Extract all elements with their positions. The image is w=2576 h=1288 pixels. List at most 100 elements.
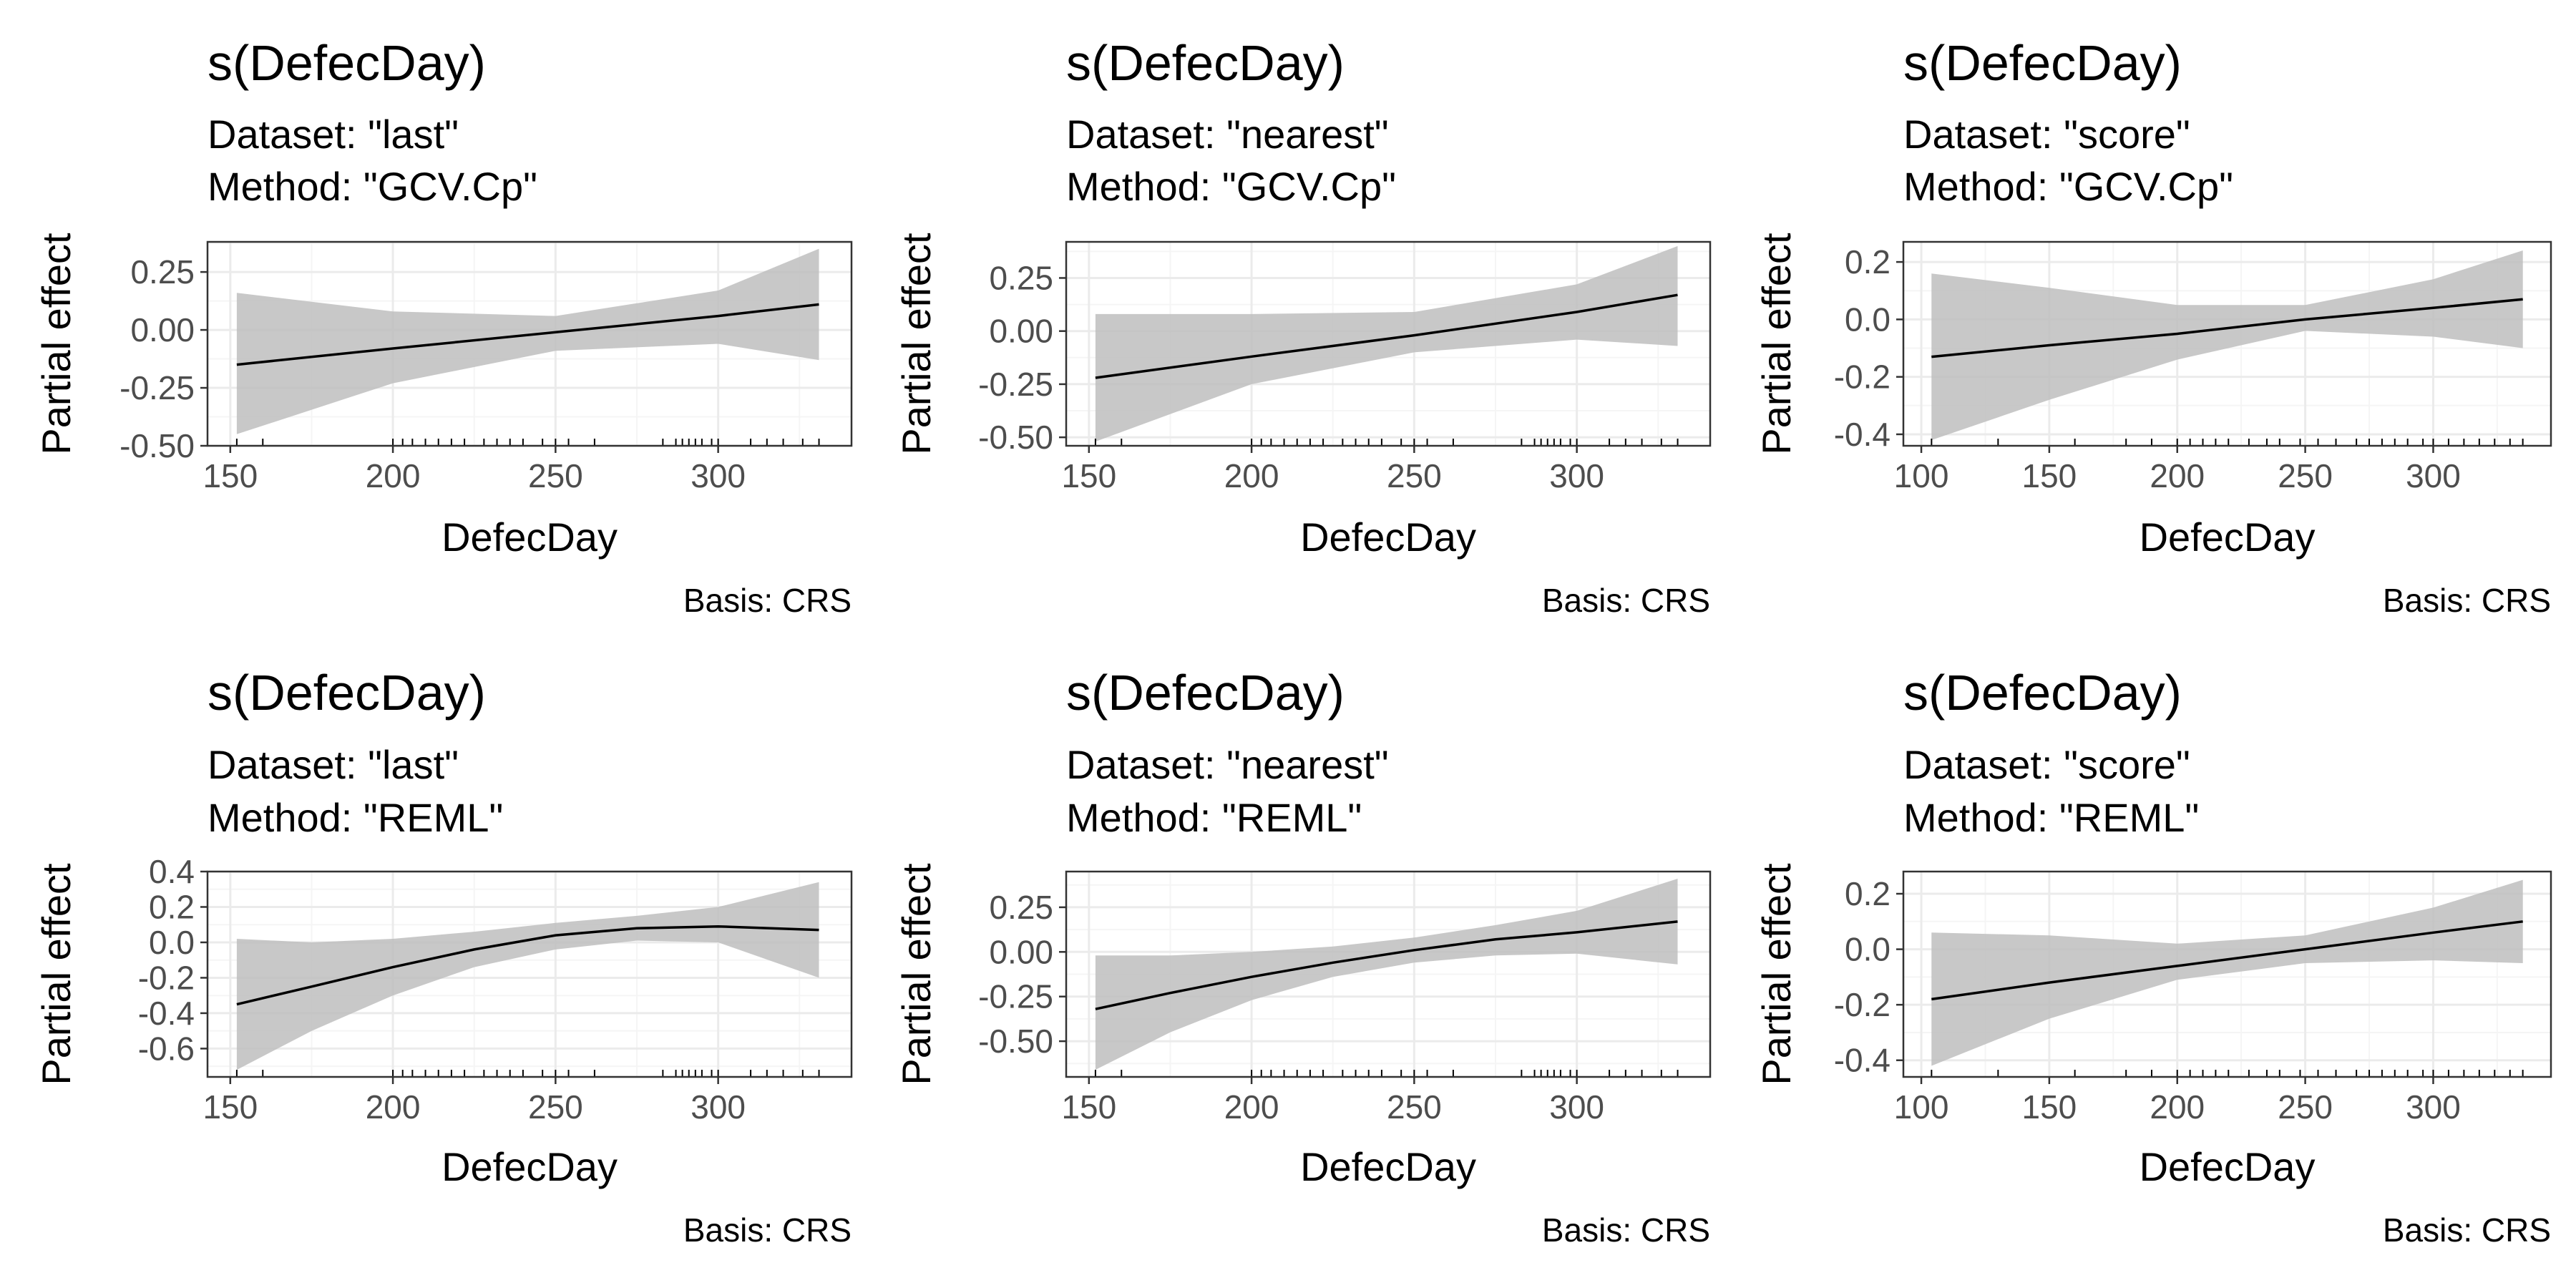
x-tick-label: 150 [1061,1088,1116,1126]
x-axis-title: DefecDay [2140,1144,2316,1189]
rug [1094,439,1679,446]
y-tick-label: 0.00 [989,933,1053,970]
y-tick-label: 0.4 [149,853,195,890]
x-axis-title: DefecDay [441,1144,618,1189]
panel-subtitle-dataset: Dataset: "score" [1903,742,2190,787]
y-tick-label: 0.2 [1845,875,1890,912]
x-tick-label: 200 [366,457,421,494]
y-tick-label: 0.25 [989,259,1053,296]
basis-caption: Basis: CRS [2383,582,2551,619]
y-axis-title: Partial effect [34,233,79,455]
y-tick-label: 0.0 [1845,301,1890,338]
rug [1931,439,2524,446]
panel-border [1065,240,1712,447]
y-tick-label: -0.25 [978,978,1053,1015]
chart-panel-3: s(DefecDay) Dataset: "score" Method: "GCV.… [1754,35,2552,619]
y-tick-label: -0.50 [978,1023,1053,1060]
x-axis-title: DefecDay [2140,514,2316,560]
y-tick-label: 0.25 [130,253,195,291]
basis-caption: Basis: CRS [1542,582,1710,619]
panel-subtitle-method: Method: "REML" [1066,795,1362,840]
y-tick-label: -0.25 [978,366,1053,403]
y-tick-label: -0.2 [1834,358,1890,396]
panel-subtitle-method: Method: "REML" [208,795,503,840]
y-tick-label: 0.25 [989,889,1053,926]
y-tick-label: -0.25 [119,369,195,406]
basis-caption: Basis: CRS [683,582,852,619]
panel-title: s(DefecDay) [1066,665,1345,721]
x-tick-label: 300 [691,1088,746,1126]
x-tick-label: 100 [1894,1088,1949,1126]
smooth-line [1095,293,1678,379]
x-tick-label: 250 [2278,1088,2333,1126]
smooth-line [1095,920,1678,1010]
panel-subtitle-dataset: Dataset: "last" [208,112,459,157]
panel-border [1065,870,1712,1078]
basis-caption: Basis: CRS [683,1211,852,1249]
panel-border [1902,870,2552,1078]
grid [1066,872,1710,1077]
y-axis-title: Partial effect [1754,233,1799,455]
panel-subtitle-method: Method: "GCV.Cp" [1903,164,2233,209]
x-axis-title: DefecDay [441,514,618,560]
chart-panel-5: s(DefecDay) Dataset: "nearest" Method: "RE… [894,665,1712,1249]
y-tick-label: -0.4 [1834,416,1890,453]
rug [235,1070,820,1077]
panel-subtitle-dataset: Dataset: "nearest" [1066,112,1389,157]
x-tick-label: 200 [1224,457,1279,494]
x-tick-label: 100 [1894,457,1949,494]
panel-title: s(DefecDay) [1903,35,2182,91]
smooth-line [1931,298,2523,358]
x-tick-label: 200 [2150,1088,2205,1126]
x-tick-label: 250 [1387,457,1442,494]
y-axis-title: Partial effect [1754,863,1799,1085]
x-tick-label: 150 [2022,457,2077,494]
chart-panel-2: s(DefecDay) Dataset: "nearest" Method: "GC… [894,35,1712,619]
x-tick-label: 300 [2406,457,2461,494]
x-tick-label: 300 [1549,457,1604,494]
panel-subtitle-dataset: Dataset: "nearest" [1066,742,1389,787]
panel-subtitle-dataset: Dataset: "last" [208,742,459,787]
y-tick-label: 0.2 [1845,243,1890,280]
panel-border [206,240,853,447]
y-tick-label: 0.00 [989,313,1053,350]
y-tick-label: -0.4 [138,995,195,1032]
rug [1094,1070,1679,1077]
confidence-ribbon [236,248,819,434]
rug [235,439,820,446]
confidence-ribbon [1931,250,2523,440]
panel-title: s(DefecDay) [1903,665,2182,721]
y-axis-title: Partial effect [894,863,939,1085]
y-tick-label: -0.50 [119,427,195,464]
y-tick-label: -0.2 [138,959,195,996]
y-tick-label: 0.0 [149,924,195,961]
confidence-ribbon [1931,879,2523,1066]
x-tick-label: 200 [366,1088,421,1126]
panel-subtitle-method: Method: "GCV.Cp" [208,164,537,209]
panel-subtitle-method: Method: "REML" [1903,795,2199,840]
y-tick-label: -0.6 [138,1030,195,1067]
basis-caption: Basis: CRS [1542,1211,1710,1249]
y-axis-title: Partial effect [894,233,939,455]
x-tick-label: 250 [1387,1088,1442,1126]
panel-title: s(DefecDay) [208,35,486,91]
chart-panel-1: s(DefecDay) Dataset: "last" Method: "GCV.C… [34,35,853,619]
x-tick-label: 250 [528,457,583,494]
confidence-ribbon [236,882,819,1070]
panel-border [206,870,853,1078]
y-tick-label: 0.2 [149,888,195,925]
x-tick-label: 200 [2150,457,2205,494]
x-tick-label: 150 [203,457,258,494]
basis-caption: Basis: CRS [2383,1211,2551,1249]
panel-title: s(DefecDay) [208,665,486,721]
x-axis-title: DefecDay [1300,1144,1476,1189]
y-tick-label: 0.00 [130,311,195,348]
x-tick-label: 150 [2022,1088,2077,1126]
smooth-line [1931,920,2523,1001]
x-tick-label: 250 [2278,457,2333,494]
panel-subtitle-method: Method: "GCV.Cp" [1066,164,1396,209]
x-axis-title: DefecDay [1300,514,1476,560]
panel-subtitle-dataset: Dataset: "score" [1903,112,2190,157]
x-tick-label: 150 [1061,457,1116,494]
